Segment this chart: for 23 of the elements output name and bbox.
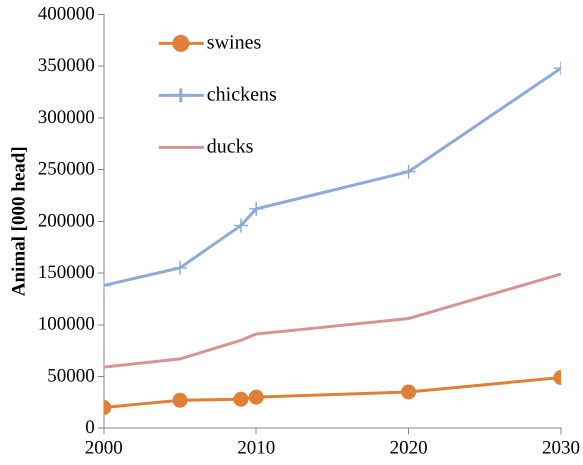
y-tick-label: 250000 — [38, 158, 95, 180]
legend-label: chickens — [206, 84, 277, 106]
y-tick-label: 200000 — [38, 210, 95, 232]
y-tick-label: 300000 — [38, 106, 95, 128]
point — [233, 218, 249, 234]
x-tick-label: 2020 — [390, 438, 428, 459]
legend-label: ducks — [206, 136, 254, 158]
y-tick-label: 350000 — [38, 55, 95, 76]
point — [172, 260, 188, 276]
point — [248, 201, 264, 217]
y-axis-title: Animal [000 head] — [8, 146, 30, 296]
x-tick-label: 2030 — [542, 438, 580, 459]
y-tick-label: 0 — [85, 417, 95, 438]
y-tick-label: 400000 — [38, 3, 95, 24]
legend-label: swines — [206, 32, 262, 54]
y-tick-label: 150000 — [38, 262, 95, 284]
x-tick-label: 2010 — [237, 438, 276, 459]
x-tick-label: 2000 — [84, 438, 123, 459]
point — [233, 392, 248, 407]
point — [248, 390, 264, 405]
point — [172, 392, 188, 408]
y-tick-label: 50000 — [47, 365, 95, 386]
y-tick-label: 100000 — [38, 314, 95, 335]
